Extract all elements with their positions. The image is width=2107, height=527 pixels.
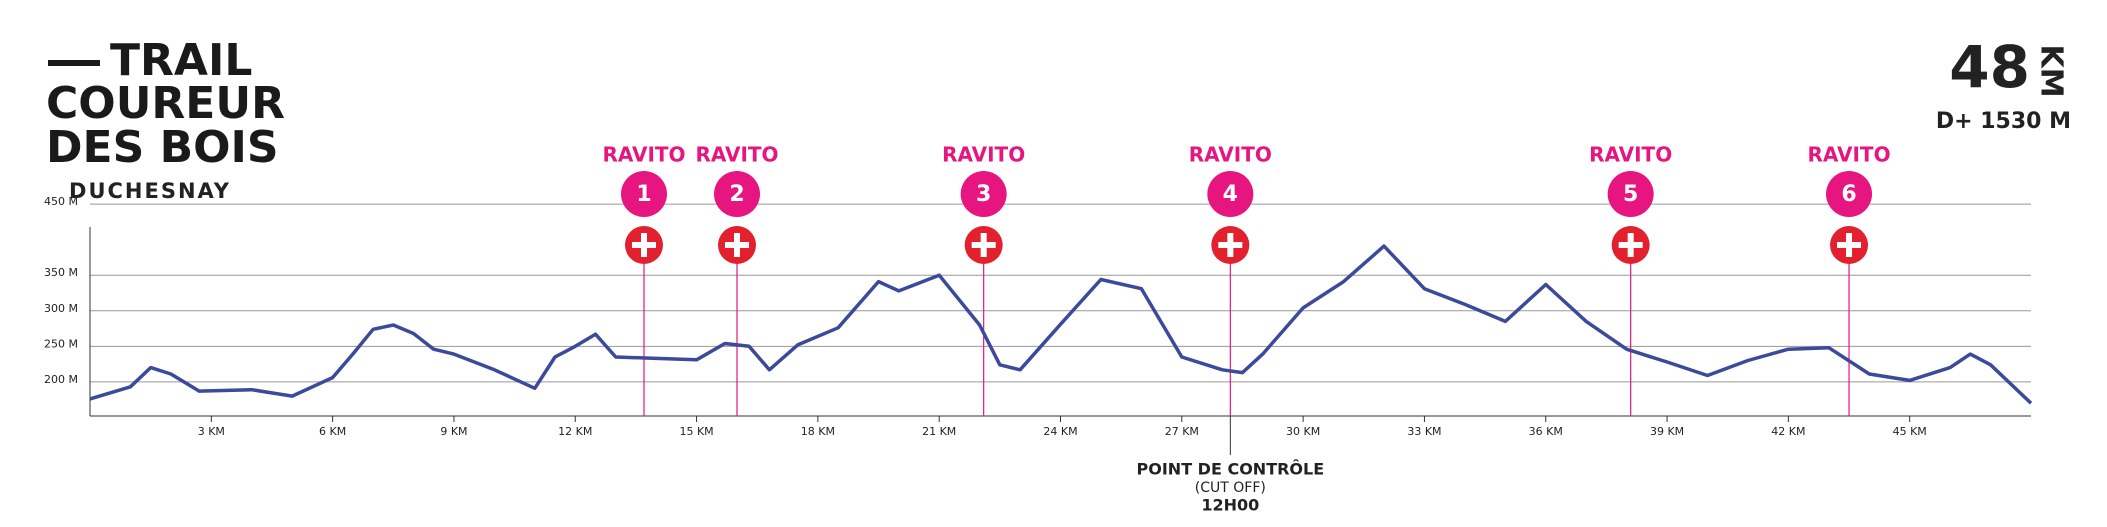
y-tick-label: 300 M (44, 302, 78, 315)
aid-cross (1837, 233, 1862, 257)
marker-label: RAVITO (942, 143, 1025, 167)
x-tick-label: 33 KM (1407, 425, 1441, 438)
title-line: TRAIL (110, 35, 252, 86)
marker-number: 6 (1841, 182, 1856, 207)
x-tick-label: 39 KM (1650, 425, 1684, 438)
distance-unit: KM (2034, 44, 2069, 97)
y-tick-label: 450 M (44, 195, 78, 208)
x-tick-label: 6 KM (319, 425, 346, 438)
x-tick-label: 21 KM (922, 425, 956, 438)
checkpoint-text: POINT DE CONTRÔLE (1137, 460, 1325, 479)
marker-badge (1207, 171, 1254, 217)
x-tick-label: 30 KM (1286, 425, 1320, 438)
x-tick-label: 42 KM (1771, 425, 1805, 438)
aid-cross (631, 233, 656, 257)
y-tick-label: 200 M (44, 373, 78, 386)
marker-number: 4 (1223, 182, 1238, 207)
x-tick-label: 15 KM (679, 425, 713, 438)
marker-badge (1607, 171, 1654, 217)
marker-badge (714, 171, 760, 217)
aid-cross (725, 233, 749, 257)
marker-number: 2 (729, 182, 744, 207)
x-tick-label: 27 KM (1165, 425, 1199, 438)
y-tick-label: 350 M (44, 266, 78, 279)
checkpoint-text: 12H00 (1201, 496, 1259, 515)
marker-label: RAVITO (1189, 143, 1272, 167)
title-line: DES BOIS (46, 122, 279, 173)
x-tick-label: 18 KM (801, 425, 835, 438)
x-tick-label: 3 KM (198, 425, 225, 438)
y-tick-label: 250 M (44, 337, 78, 350)
distance: 48 (1949, 33, 2030, 101)
aid-cross (1618, 233, 1643, 257)
x-tick-label: 36 KM (1529, 425, 1563, 438)
x-tick-label: 9 KM (440, 425, 467, 438)
marker-label: RAVITO (602, 143, 685, 167)
marker-label: RAVITO (1807, 143, 1890, 167)
marker-number: 1 (636, 182, 651, 207)
elevation-line (89, 244, 2033, 405)
marker-label: RAVITO (1589, 143, 1672, 167)
subtitle: DUCHESNAY (69, 179, 231, 203)
marker-label: RAVITO (695, 143, 778, 167)
marker-badge (1826, 171, 1873, 217)
marker-badge (960, 171, 1007, 217)
marker-number: 3 (976, 182, 991, 207)
checkpoint-text: (CUT OFF) (1195, 480, 1266, 496)
x-tick-label: 24 KM (1043, 425, 1077, 438)
x-tick-label: 12 KM (558, 425, 592, 438)
x-tick-label: 45 KM (1893, 425, 1927, 438)
aid-cross (1218, 233, 1243, 257)
title-line: COUREUR (46, 78, 285, 129)
aid-cross (971, 233, 996, 257)
marker-number: 5 (1623, 182, 1638, 207)
elevation-gain: D+ 1530 M (1936, 109, 2071, 134)
marker-badge (620, 171, 667, 217)
